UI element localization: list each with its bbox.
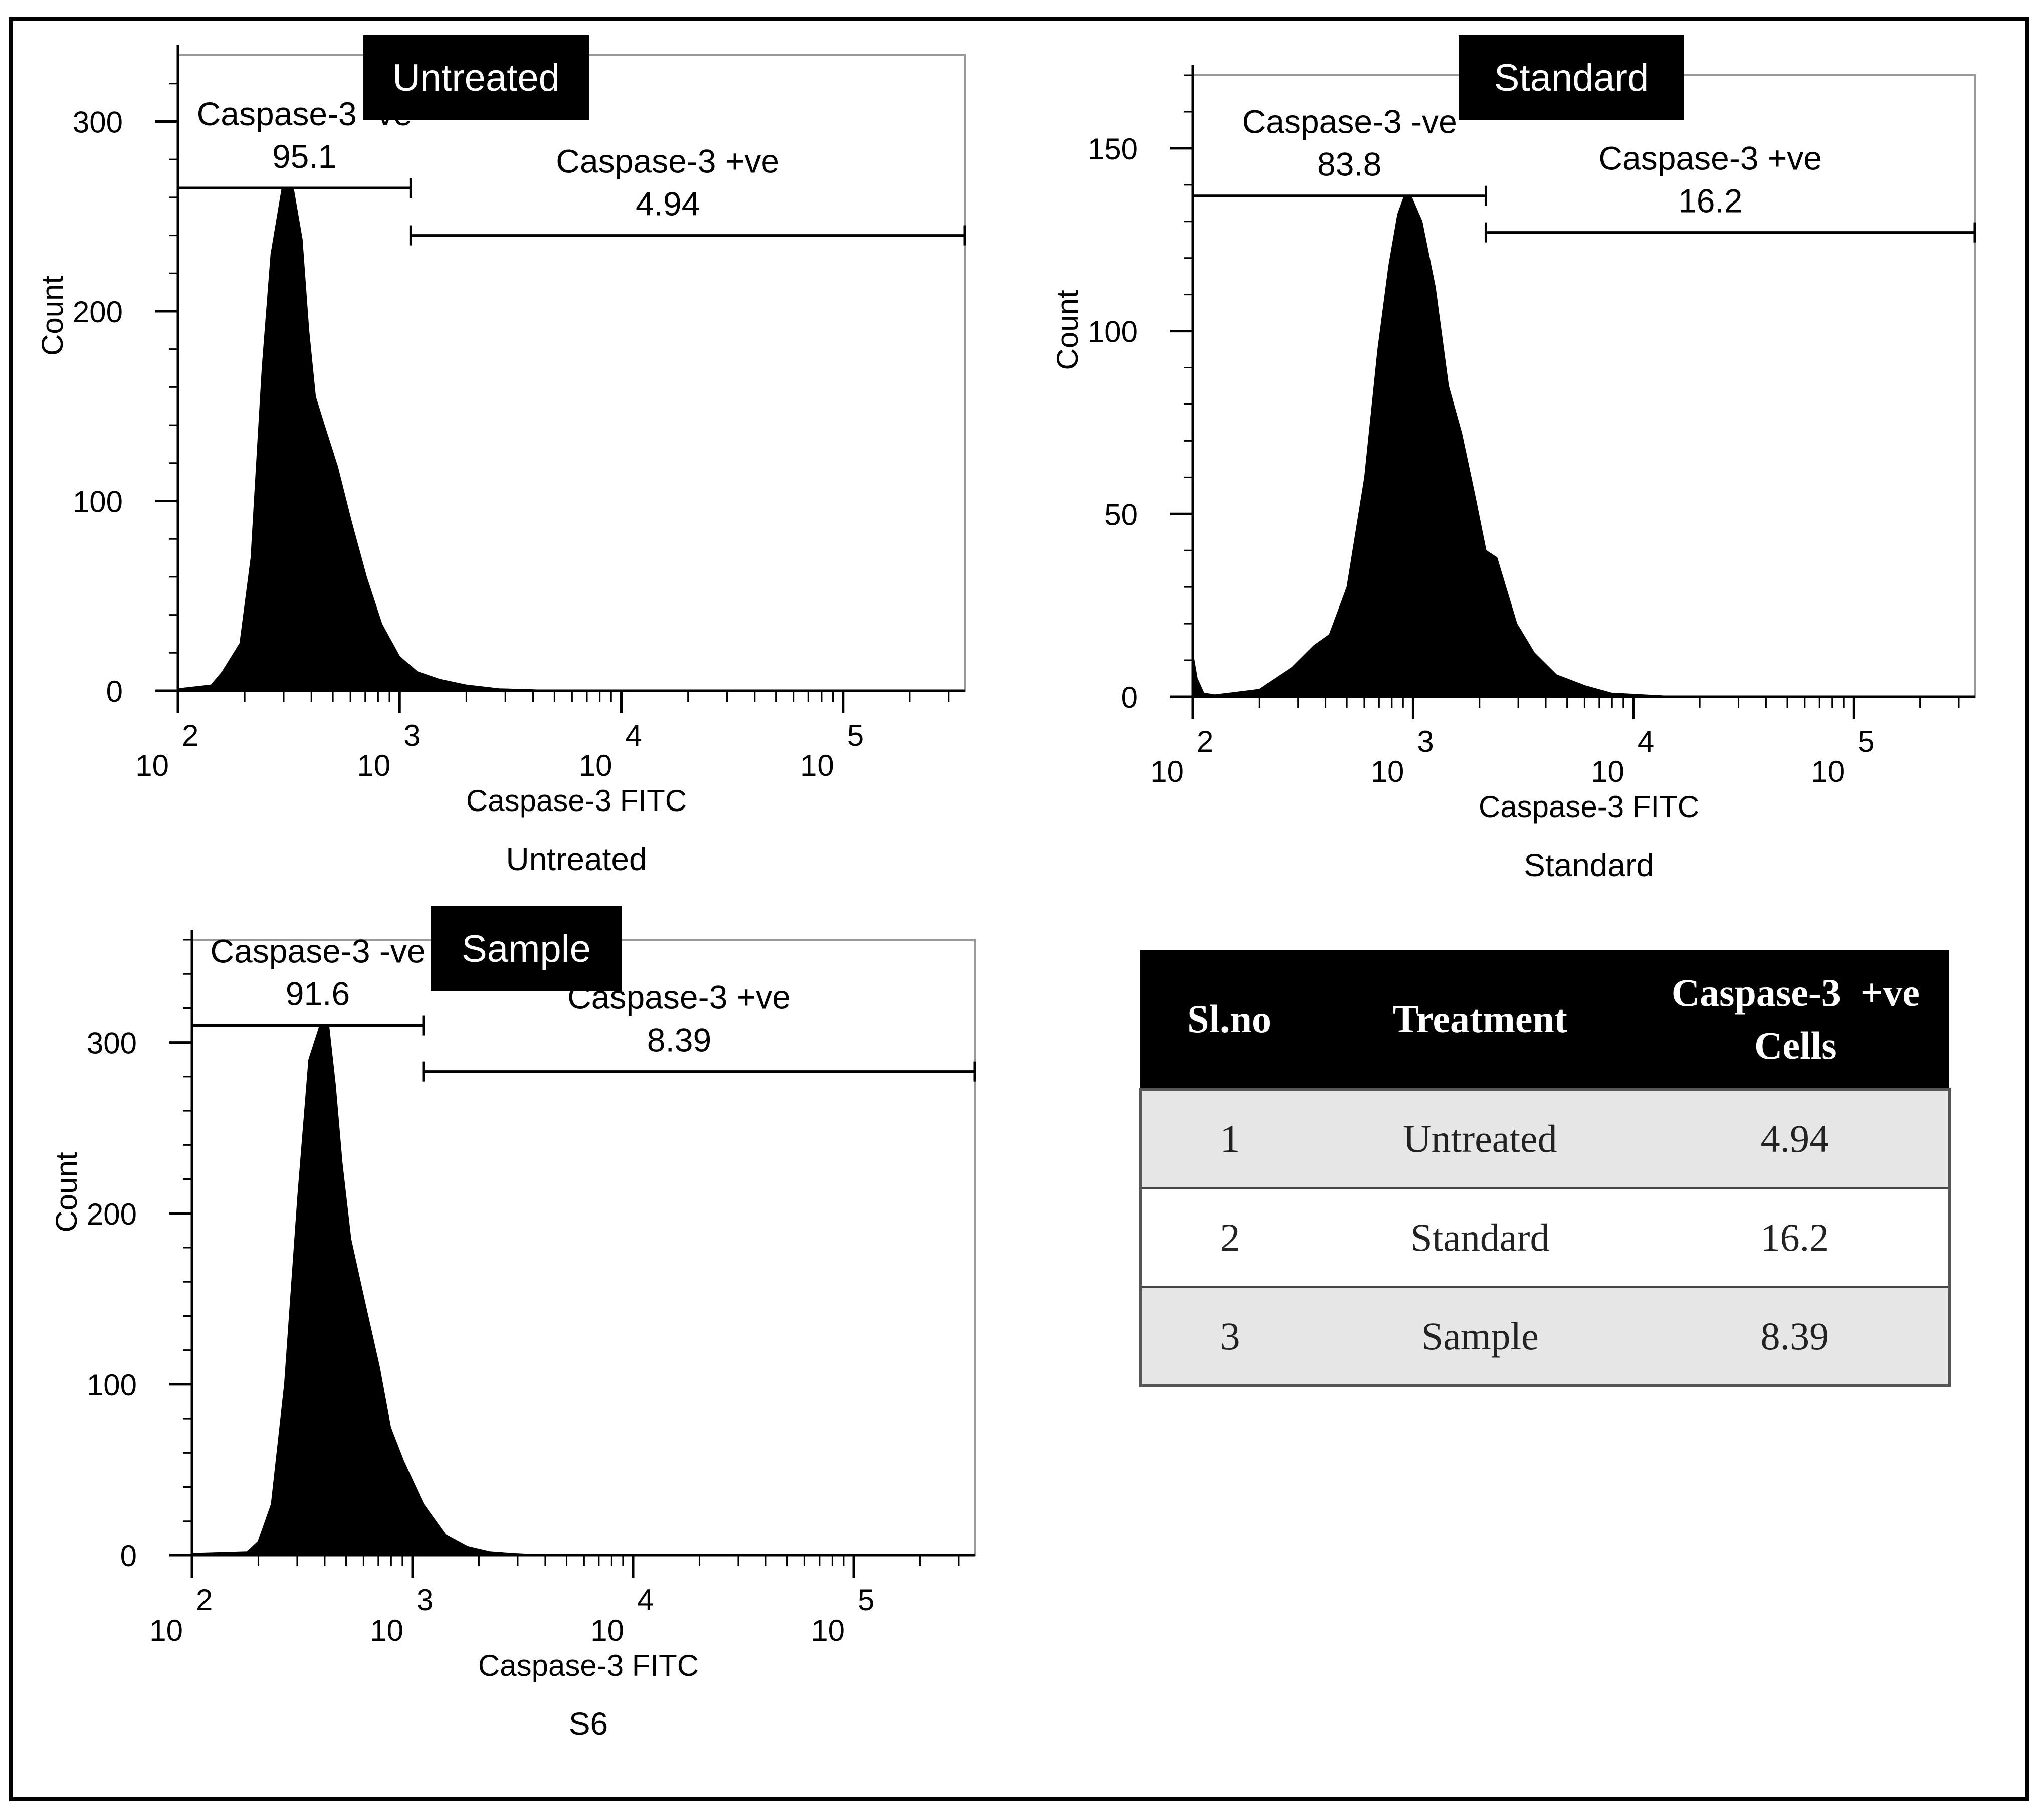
histogram-area <box>1192 195 1975 697</box>
header-caspase-positive: Caspase-3 +ve Cells <box>1642 950 1949 1089</box>
gate-negative-value: 83.8 <box>1317 146 1381 183</box>
table-row: 1 Untreated 4.94 <box>1140 1088 1949 1188</box>
gate-negative-label: Caspase-3 -ve <box>210 933 425 970</box>
cell-slno: 1 <box>1140 1088 1319 1188</box>
gate-positive-label: Caspase-3 +ve <box>1598 140 1822 177</box>
histogram-area <box>177 187 965 691</box>
x-tick-base: 10 <box>1811 755 1845 788</box>
gate-negative-value: 95.1 <box>272 138 336 175</box>
cell-value: 4.94 <box>1642 1088 1949 1188</box>
x-tick-exponent: 5 <box>847 719 864 752</box>
y-tick-label: 100 <box>87 1368 137 1402</box>
y-tick-label: 0 <box>120 1539 137 1573</box>
y-tick-label: 100 <box>1088 315 1138 349</box>
x-tick-base: 10 <box>1591 755 1624 788</box>
plot-caption: Standard <box>1524 847 1654 883</box>
plot-title: Standard <box>1494 57 1649 99</box>
cell-slno: 3 <box>1140 1286 1319 1387</box>
plot-frame <box>1192 74 1976 698</box>
x-tick-exponent: 3 <box>1417 725 1434 758</box>
x-tick-exponent: 5 <box>1858 725 1874 758</box>
x-tick-exponent: 4 <box>626 719 642 752</box>
plot-caption: S6 <box>569 1706 608 1742</box>
table-row: 3 Sample 8.39 <box>1140 1286 1949 1387</box>
y-axis-label: Count <box>36 275 69 355</box>
x-tick-base: 10 <box>1371 755 1404 788</box>
cell-value: 16.2 <box>1642 1187 1949 1287</box>
y-tick-label: 150 <box>1088 132 1138 166</box>
histogram-untreated: 0 100 200 300 10 2 10 3 10 4 10 5 Caspase-3 FITC Coun… <box>36 35 966 877</box>
title-badge <box>431 906 622 991</box>
gate-positive-label: Caspase-3 +ve <box>556 143 779 180</box>
gate-negative-label: Caspase-3 -ve <box>1242 103 1457 140</box>
x-tick-exponent: 5 <box>858 1583 874 1617</box>
y-tick-label: 50 <box>1104 498 1138 531</box>
y-tick-label: 200 <box>87 1197 137 1231</box>
x-tick-exponent: 2 <box>1197 725 1213 758</box>
y-tick-label: 300 <box>73 105 123 139</box>
x-tick-exponent: 2 <box>196 1583 213 1617</box>
header-caspase-line2: Cells <box>1754 1024 1837 1067</box>
header-caspase-line1: Caspase-3 +ve <box>1671 970 1920 1015</box>
cell-slno: 2 <box>1140 1187 1319 1287</box>
gate-positive-value: 4.94 <box>636 185 700 223</box>
x-tick-exponent: 4 <box>637 1583 654 1617</box>
y-tick-label: 300 <box>87 1027 137 1060</box>
cell-treatment: Untreated <box>1318 1088 1642 1188</box>
gate-positive-value: 16.2 <box>1678 182 1742 220</box>
histogram-sample: 0 100 200 300 10 2 10 3 10 4 10 5 Caspase-3 FITC Coun… <box>50 906 976 1742</box>
x-tick-base: 10 <box>357 749 391 782</box>
y-tick-label: 0 <box>106 675 123 708</box>
x-tick-base: 10 <box>800 749 834 782</box>
x-tick-base: 10 <box>811 1613 845 1647</box>
y-axis-label: Count <box>1051 290 1084 370</box>
x-tick-base: 10 <box>370 1613 403 1647</box>
cell-value: 8.39 <box>1642 1286 1949 1387</box>
x-tick-exponent: 3 <box>403 719 420 752</box>
x-tick-exponent: 3 <box>417 1583 433 1617</box>
cell-treatment: Standard <box>1318 1187 1642 1287</box>
header-treatment: Treatment <box>1318 950 1642 1089</box>
header-slno: Sl.no <box>1140 950 1319 1089</box>
x-tick-exponent: 2 <box>182 719 198 752</box>
gate-positive-value: 8.39 <box>647 1022 711 1059</box>
figure-frame <box>9 17 2029 1801</box>
plot-title: Untreated <box>392 57 560 99</box>
y-axis-label: Count <box>50 1152 83 1232</box>
y-tick-label: 100 <box>73 485 123 518</box>
table-header-row: Sl.no Treatment Caspase-3 +ve Cells <box>1140 950 1949 1089</box>
x-axis-label: Caspase-3 FITC <box>1479 790 1699 824</box>
histogram-area <box>191 1025 975 1556</box>
x-tick-base: 10 <box>579 749 612 782</box>
x-tick-exponent: 4 <box>1638 725 1654 758</box>
x-axis-label: Caspase-3 FITC <box>466 784 687 818</box>
y-tick-label: 0 <box>1121 681 1138 714</box>
table-row: 2 Standard 16.2 <box>1140 1187 1949 1287</box>
y-tick-label: 200 <box>73 295 123 329</box>
plot-caption: Untreated <box>506 841 647 877</box>
gate-negative-value: 91.6 <box>286 975 350 1013</box>
title-badge <box>363 35 589 120</box>
plot-title: Sample <box>462 928 591 970</box>
x-tick-base: 10 <box>1150 755 1184 788</box>
x-tick-base: 10 <box>590 1613 624 1647</box>
cell-treatment: Sample <box>1318 1286 1642 1387</box>
x-tick-base: 10 <box>149 1613 183 1647</box>
histogram-standard: 0 50 100 150 10 2 10 3 10 4 10 5 Caspase-3 FITC Count… <box>1051 35 1976 883</box>
results-table: Sl.no Treatment Caspase-3 +ve Cells 1 Un… <box>1139 950 1951 1387</box>
x-axis-label: Caspase-3 FITC <box>478 1649 699 1682</box>
title-badge <box>1459 35 1684 120</box>
x-tick-base: 10 <box>135 749 169 782</box>
